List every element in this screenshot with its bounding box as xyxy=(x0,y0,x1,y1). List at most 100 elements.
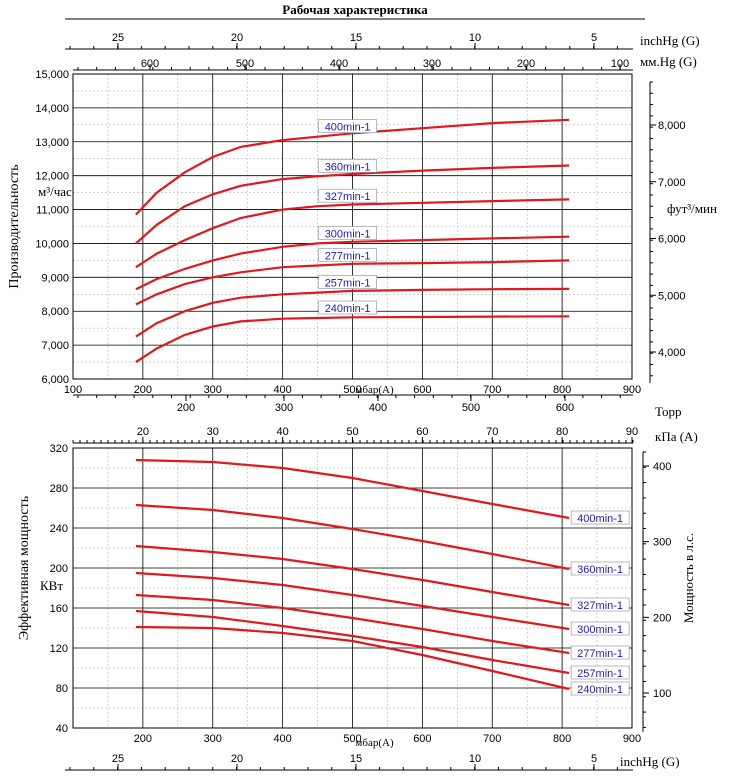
top-axis-2-tick-label: 100 xyxy=(611,58,629,70)
curve-400min-1 xyxy=(135,118,570,216)
curve-360min-1 xyxy=(135,503,570,571)
top-axis-2-title: мм.Hg (G) xyxy=(640,54,697,69)
curve-label-box xyxy=(318,159,377,173)
curve-label: 240min-1 xyxy=(577,684,623,696)
x-tick-label: 600 xyxy=(413,384,431,396)
x-axis-title: мбар(A) xyxy=(355,737,394,749)
top-axis-1-tick-label: 10 xyxy=(469,32,481,44)
y-axis-unit: м³/час xyxy=(38,184,72,199)
top-axis-1-tick-label: 600 xyxy=(556,402,574,414)
curve-label: 360min-1 xyxy=(577,564,623,576)
bottom-axis-tick-label: 25 xyxy=(112,753,124,765)
x-tick-label: 800 xyxy=(553,384,571,396)
top-axis-1-tick-label: 20 xyxy=(231,32,243,44)
curve-label-box xyxy=(318,119,377,133)
y2-axis-title: фут³/мин xyxy=(667,201,717,216)
top-axis-1-title: inchHg (G) xyxy=(640,33,700,48)
x-tick-label: 400 xyxy=(273,733,291,745)
bottom-axis-tick-label: 5 xyxy=(591,753,597,765)
curve-label-box xyxy=(318,300,377,315)
curve-label: 300min-1 xyxy=(577,624,623,636)
chart-title: Рабочая характеристика xyxy=(282,2,428,17)
y-tick-label: 320 xyxy=(50,443,68,455)
curve-label-box xyxy=(318,188,377,203)
y2-axis-title: Мощность в л.с. xyxy=(681,533,696,623)
y2-tick-label: 100 xyxy=(653,688,671,700)
curve-label: 277min-1 xyxy=(325,250,371,262)
y-tick-label: 8,000 xyxy=(41,306,69,318)
curve-300min-1 xyxy=(135,235,570,291)
y-tick-label: 40 xyxy=(56,723,68,735)
y2-tick-label: 5,000 xyxy=(658,290,686,302)
curve-400min-1 xyxy=(135,458,570,520)
curve-240min-1 xyxy=(135,315,570,364)
top-axis-2-tick-label: 90 xyxy=(626,426,638,438)
y-tick-label: 7,000 xyxy=(41,340,69,352)
top-axis-1-tick-label: 200 xyxy=(177,402,195,414)
x-tick-label: 600 xyxy=(413,733,431,745)
x-tick-label: 300 xyxy=(204,384,222,396)
top-axis-2-tick-label: 60 xyxy=(416,426,428,438)
y-tick-label: 10,000 xyxy=(35,238,69,250)
y-axis-unit: КВт xyxy=(40,578,63,593)
y-tick-label: 14,000 xyxy=(35,103,69,115)
bottom-axis-tick-label: 10 xyxy=(469,753,481,765)
y-tick-label: 280 xyxy=(50,483,68,495)
curve-label-box xyxy=(570,681,630,696)
curve-label: 327min-1 xyxy=(325,191,371,203)
x-tick-label: 900 xyxy=(623,733,641,745)
y2-tick-label: 7,000 xyxy=(658,177,686,189)
top-axis-1-tick-label: 300 xyxy=(275,402,293,414)
x-tick-label: 500 xyxy=(343,384,361,396)
x-tick-label: 700 xyxy=(483,384,501,396)
x-tick-label: 200 xyxy=(134,733,152,745)
y-tick-label: 15,000 xyxy=(35,69,69,81)
curve-label: 257min-1 xyxy=(577,668,623,680)
top-axis-1-tick-label: 500 xyxy=(462,402,480,414)
top-axis-2-tick-label: 80 xyxy=(556,426,568,438)
curve-327min-1 xyxy=(135,544,570,607)
y-tick-label: 240 xyxy=(50,523,68,535)
y-tick-label: 13,000 xyxy=(35,137,69,149)
curve-277min-1 xyxy=(135,593,570,655)
curve-label: 327min-1 xyxy=(577,600,623,612)
plot-frame xyxy=(72,447,633,729)
curve-277min-1 xyxy=(135,259,570,306)
y-tick-label: 160 xyxy=(50,603,68,615)
top-axis-2-tick-label: 20 xyxy=(137,426,149,438)
curve-label: 400min-1 xyxy=(325,122,371,134)
bottom-axis-tick-label: 15 xyxy=(350,753,362,765)
curve-label-box xyxy=(570,510,630,525)
curve-label: 300min-1 xyxy=(325,228,371,240)
y2-tick-label: 300 xyxy=(653,537,671,549)
top-axis-2-tick-label: 600 xyxy=(141,58,159,70)
x-tick-label: 200 xyxy=(134,384,152,396)
x-tick-label: 700 xyxy=(483,733,501,745)
power-panel: 200 300 400 500 600 700 800 900 40 80 120 160 200 240… xyxy=(17,394,698,771)
x-tick-label: 800 xyxy=(553,733,571,745)
top-axis-1-tick-label: 5 xyxy=(591,32,597,44)
y-tick-label: 6,000 xyxy=(41,374,69,386)
curve-label-box xyxy=(570,621,630,636)
y2-tick-label: 400 xyxy=(653,461,671,473)
curve-label-box xyxy=(318,275,377,289)
top-axis-1-tick-label: 15 xyxy=(350,32,362,44)
curve-label: 257min-1 xyxy=(325,278,371,290)
plot-frame xyxy=(72,73,633,380)
curve-label-box xyxy=(570,561,630,576)
curve-240min-1 xyxy=(135,625,570,691)
top-axis-1-tick-label: 400 xyxy=(369,402,387,414)
y-tick-label: 200 xyxy=(50,563,68,575)
y-axis-title: Эффективная мощность xyxy=(17,496,32,640)
top-axis-2-tick-label: 50 xyxy=(346,426,358,438)
x-tick-label: 300 xyxy=(204,733,222,745)
x-tick-label: 900 xyxy=(623,384,641,396)
curve-360min-1 xyxy=(135,164,570,245)
x-axis-title: мбар(A) xyxy=(355,384,394,396)
curve-257min-1 xyxy=(135,287,570,338)
y2-tick-label: 8,000 xyxy=(658,120,686,132)
curve-label-box xyxy=(570,597,630,612)
top-axis-2-title: кПа (A) xyxy=(655,429,698,444)
top-axis-2-tick-label: 200 xyxy=(517,58,535,70)
